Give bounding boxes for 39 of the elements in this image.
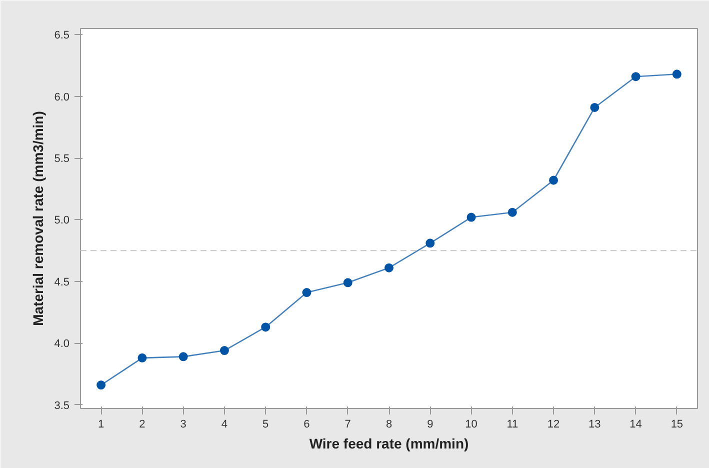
- point: [549, 176, 558, 185]
- x-tick-label: 14: [630, 418, 642, 430]
- y-tick-label: 6.5: [54, 30, 70, 42]
- point: [631, 72, 640, 82]
- y-tick-label: 4.5: [54, 276, 70, 288]
- point: [96, 380, 106, 390]
- point: [508, 208, 517, 217]
- y-tick-label: 5.0: [54, 214, 70, 227]
- y-axis-title: Material removal rate (mm3/min): [30, 111, 46, 326]
- x-tick-label: 1: [98, 418, 104, 430]
- point: [302, 288, 312, 298]
- y-tick-label: 5.5: [54, 153, 70, 166]
- x-tick-label: 7: [344, 418, 351, 430]
- y-tick-label: 4.0: [54, 338, 70, 350]
- x-tick-label: 8: [386, 418, 392, 430]
- point: [178, 352, 188, 362]
- y-tick-label: 3.5: [54, 400, 70, 412]
- x-tick-label: 12: [547, 418, 560, 430]
- point: [426, 238, 435, 248]
- x-tick-label: 4: [221, 418, 228, 430]
- x-tick-label: 15: [670, 418, 684, 430]
- point: [261, 322, 270, 332]
- x-tick-label: 5: [262, 418, 269, 430]
- x-tick-label: 10: [465, 418, 478, 430]
- x-tick-label: 13: [588, 418, 601, 430]
- y-tick-label: 6.0: [54, 91, 70, 104]
- point: [590, 102, 600, 112]
- x-tick-label: 3: [180, 418, 186, 430]
- point: [138, 353, 147, 362]
- x-tick-label: 9: [427, 418, 434, 430]
- x-tick-label: 11: [506, 418, 518, 430]
- point: [384, 263, 394, 272]
- x-tick-label: 2: [139, 418, 146, 430]
- point: [220, 346, 229, 356]
- x-axis-title: Wire feed rate (mm/min): [309, 436, 469, 452]
- point: [466, 212, 476, 222]
- point: [672, 70, 682, 79]
- point: [343, 278, 352, 288]
- x-tick-label: 6: [304, 418, 310, 430]
